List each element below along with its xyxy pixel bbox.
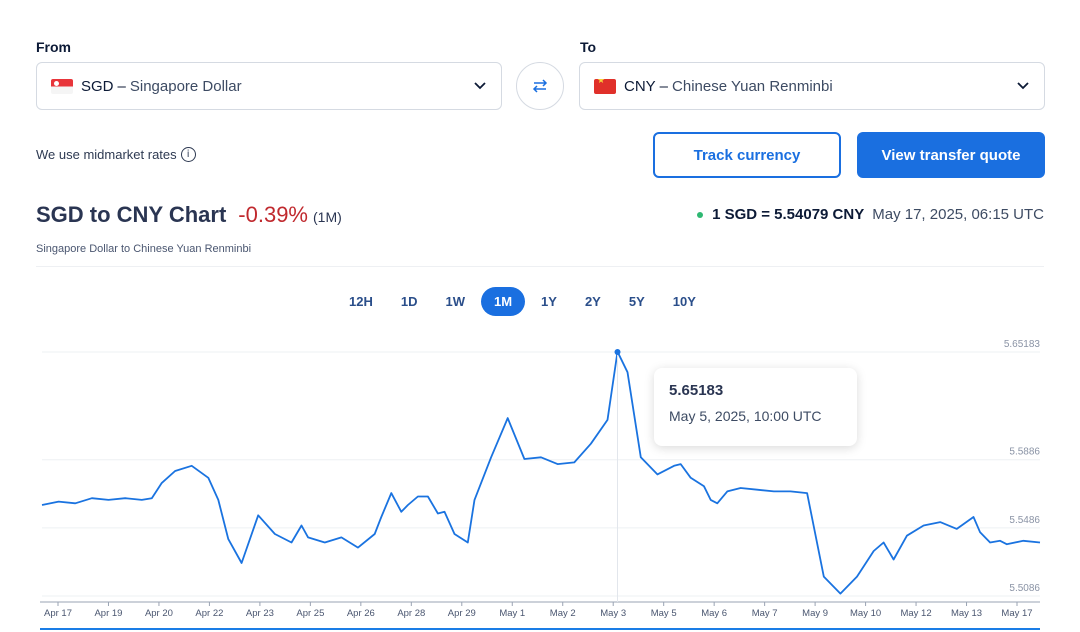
to-currency-name: Chinese Yuan Renminbi bbox=[672, 77, 833, 95]
to-label: To bbox=[580, 39, 597, 55]
x-tick-label: May 1 bbox=[499, 608, 525, 619]
to-currency-select[interactable]: CNY – Chinese Yuan Renminbi bbox=[579, 62, 1045, 110]
cn-flag-icon bbox=[594, 78, 616, 94]
x-tick-label: May 2 bbox=[550, 608, 576, 619]
x-tick-label: Apr 20 bbox=[145, 608, 173, 619]
period-tabs: 12H 1D 1W 1M 1Y 2Y 5Y 10Y bbox=[337, 287, 712, 316]
tooltip-value: 5.65183 bbox=[669, 382, 724, 399]
chart-change: -0.39% bbox=[238, 202, 308, 227]
x-tick-label: May 6 bbox=[701, 608, 727, 619]
chart-tooltip: 5.65183 May 5, 2025, 10:00 UTC bbox=[654, 368, 857, 446]
chart-header: SGD to CNY Chart -0.39% (1M) bbox=[36, 202, 342, 228]
series-line bbox=[41, 350, 1041, 595]
x-tick-label: Apr 22 bbox=[195, 608, 223, 619]
x-tick-label: Apr 17 bbox=[44, 608, 72, 619]
x-tick-label: Apr 28 bbox=[397, 608, 425, 619]
rate-value: 1 SGD = 5.54079 CNY bbox=[712, 206, 865, 223]
x-tick-label: May 5 bbox=[651, 608, 677, 619]
x-tick-label: May 12 bbox=[900, 608, 931, 619]
rate-timestamp: May 17, 2025, 06:15 UTC bbox=[872, 206, 1044, 223]
track-currency-button[interactable]: Track currency bbox=[653, 132, 841, 178]
from-separator: – bbox=[117, 77, 126, 95]
x-tick-label: May 17 bbox=[1001, 608, 1032, 619]
from-currency-select[interactable]: SGD – Singapore Dollar bbox=[36, 62, 502, 110]
swap-currencies-button[interactable] bbox=[516, 62, 564, 110]
x-tick-label: May 9 bbox=[802, 608, 828, 619]
tab-1y[interactable]: 1Y bbox=[541, 294, 557, 309]
chevron-down-icon bbox=[1017, 82, 1029, 90]
x-tick-label: May 13 bbox=[951, 608, 982, 619]
y-tick-label: 5.65183 bbox=[1004, 339, 1041, 350]
sg-flag-icon bbox=[51, 78, 73, 94]
tab-10y[interactable]: 10Y bbox=[672, 294, 696, 309]
tab-1w[interactable]: 1W bbox=[445, 294, 465, 309]
x-tick-label: May 10 bbox=[850, 608, 881, 619]
tab-1m[interactable]: 1M bbox=[480, 287, 526, 316]
y-tick-label: 5.5486 bbox=[1009, 515, 1040, 526]
chart-bottom-bar bbox=[40, 628, 1040, 630]
divider bbox=[36, 266, 1044, 267]
from-currency-code: SGD bbox=[81, 77, 114, 95]
x-tick-label: May 3 bbox=[600, 608, 626, 619]
midmarket-note: We use midmarket rates i bbox=[36, 147, 196, 162]
swap-arrows-icon bbox=[532, 79, 548, 93]
y-tick-label: 5.5886 bbox=[1009, 447, 1040, 458]
tab-12h[interactable]: 12H bbox=[349, 294, 373, 309]
rate-chart[interactable]: 5.65183 5.5886 5.5486 5.5086 Apr 17 Apr 19 Apr… bbox=[0, 330, 1080, 628]
to-separator: – bbox=[659, 77, 669, 95]
tab-2y[interactable]: 2Y bbox=[584, 294, 601, 309]
x-tick-label: Apr 23 bbox=[246, 608, 274, 619]
chart-subtitle: Singapore Dollar to Chinese Yuan Renminb… bbox=[36, 243, 252, 255]
tooltip-time: May 5, 2025, 10:00 UTC bbox=[669, 408, 822, 424]
x-tick-label: Apr 19 bbox=[94, 608, 122, 619]
live-dot-icon bbox=[697, 211, 704, 218]
x-tick-label: Apr 26 bbox=[347, 608, 375, 619]
chart-period: (1M) bbox=[313, 209, 342, 225]
from-currency-name: Singapore Dollar bbox=[129, 77, 242, 95]
chart-title: SGD to CNY Chart bbox=[36, 202, 227, 227]
view-transfer-quote-button[interactable]: View transfer quote bbox=[857, 132, 1045, 178]
info-icon[interactable]: i bbox=[180, 147, 196, 162]
current-rate: 1 SGD = 5.54079 CNY May 17, 2025, 06:15 … bbox=[697, 206, 1044, 223]
from-label: From bbox=[36, 39, 71, 55]
to-currency-code: CNY bbox=[624, 77, 656, 95]
y-tick-label: 5.5086 bbox=[1009, 583, 1040, 594]
x-tick-label: Apr 25 bbox=[296, 608, 324, 619]
tab-5y[interactable]: 5Y bbox=[628, 294, 645, 309]
tab-1d[interactable]: 1D bbox=[400, 294, 418, 309]
highlight-point bbox=[614, 349, 621, 355]
x-tick-label: May 7 bbox=[752, 608, 778, 619]
chevron-down-icon bbox=[474, 82, 486, 90]
midmarket-note-text: We use midmarket rates bbox=[36, 147, 177, 162]
x-tick-label: Apr 29 bbox=[448, 608, 476, 619]
